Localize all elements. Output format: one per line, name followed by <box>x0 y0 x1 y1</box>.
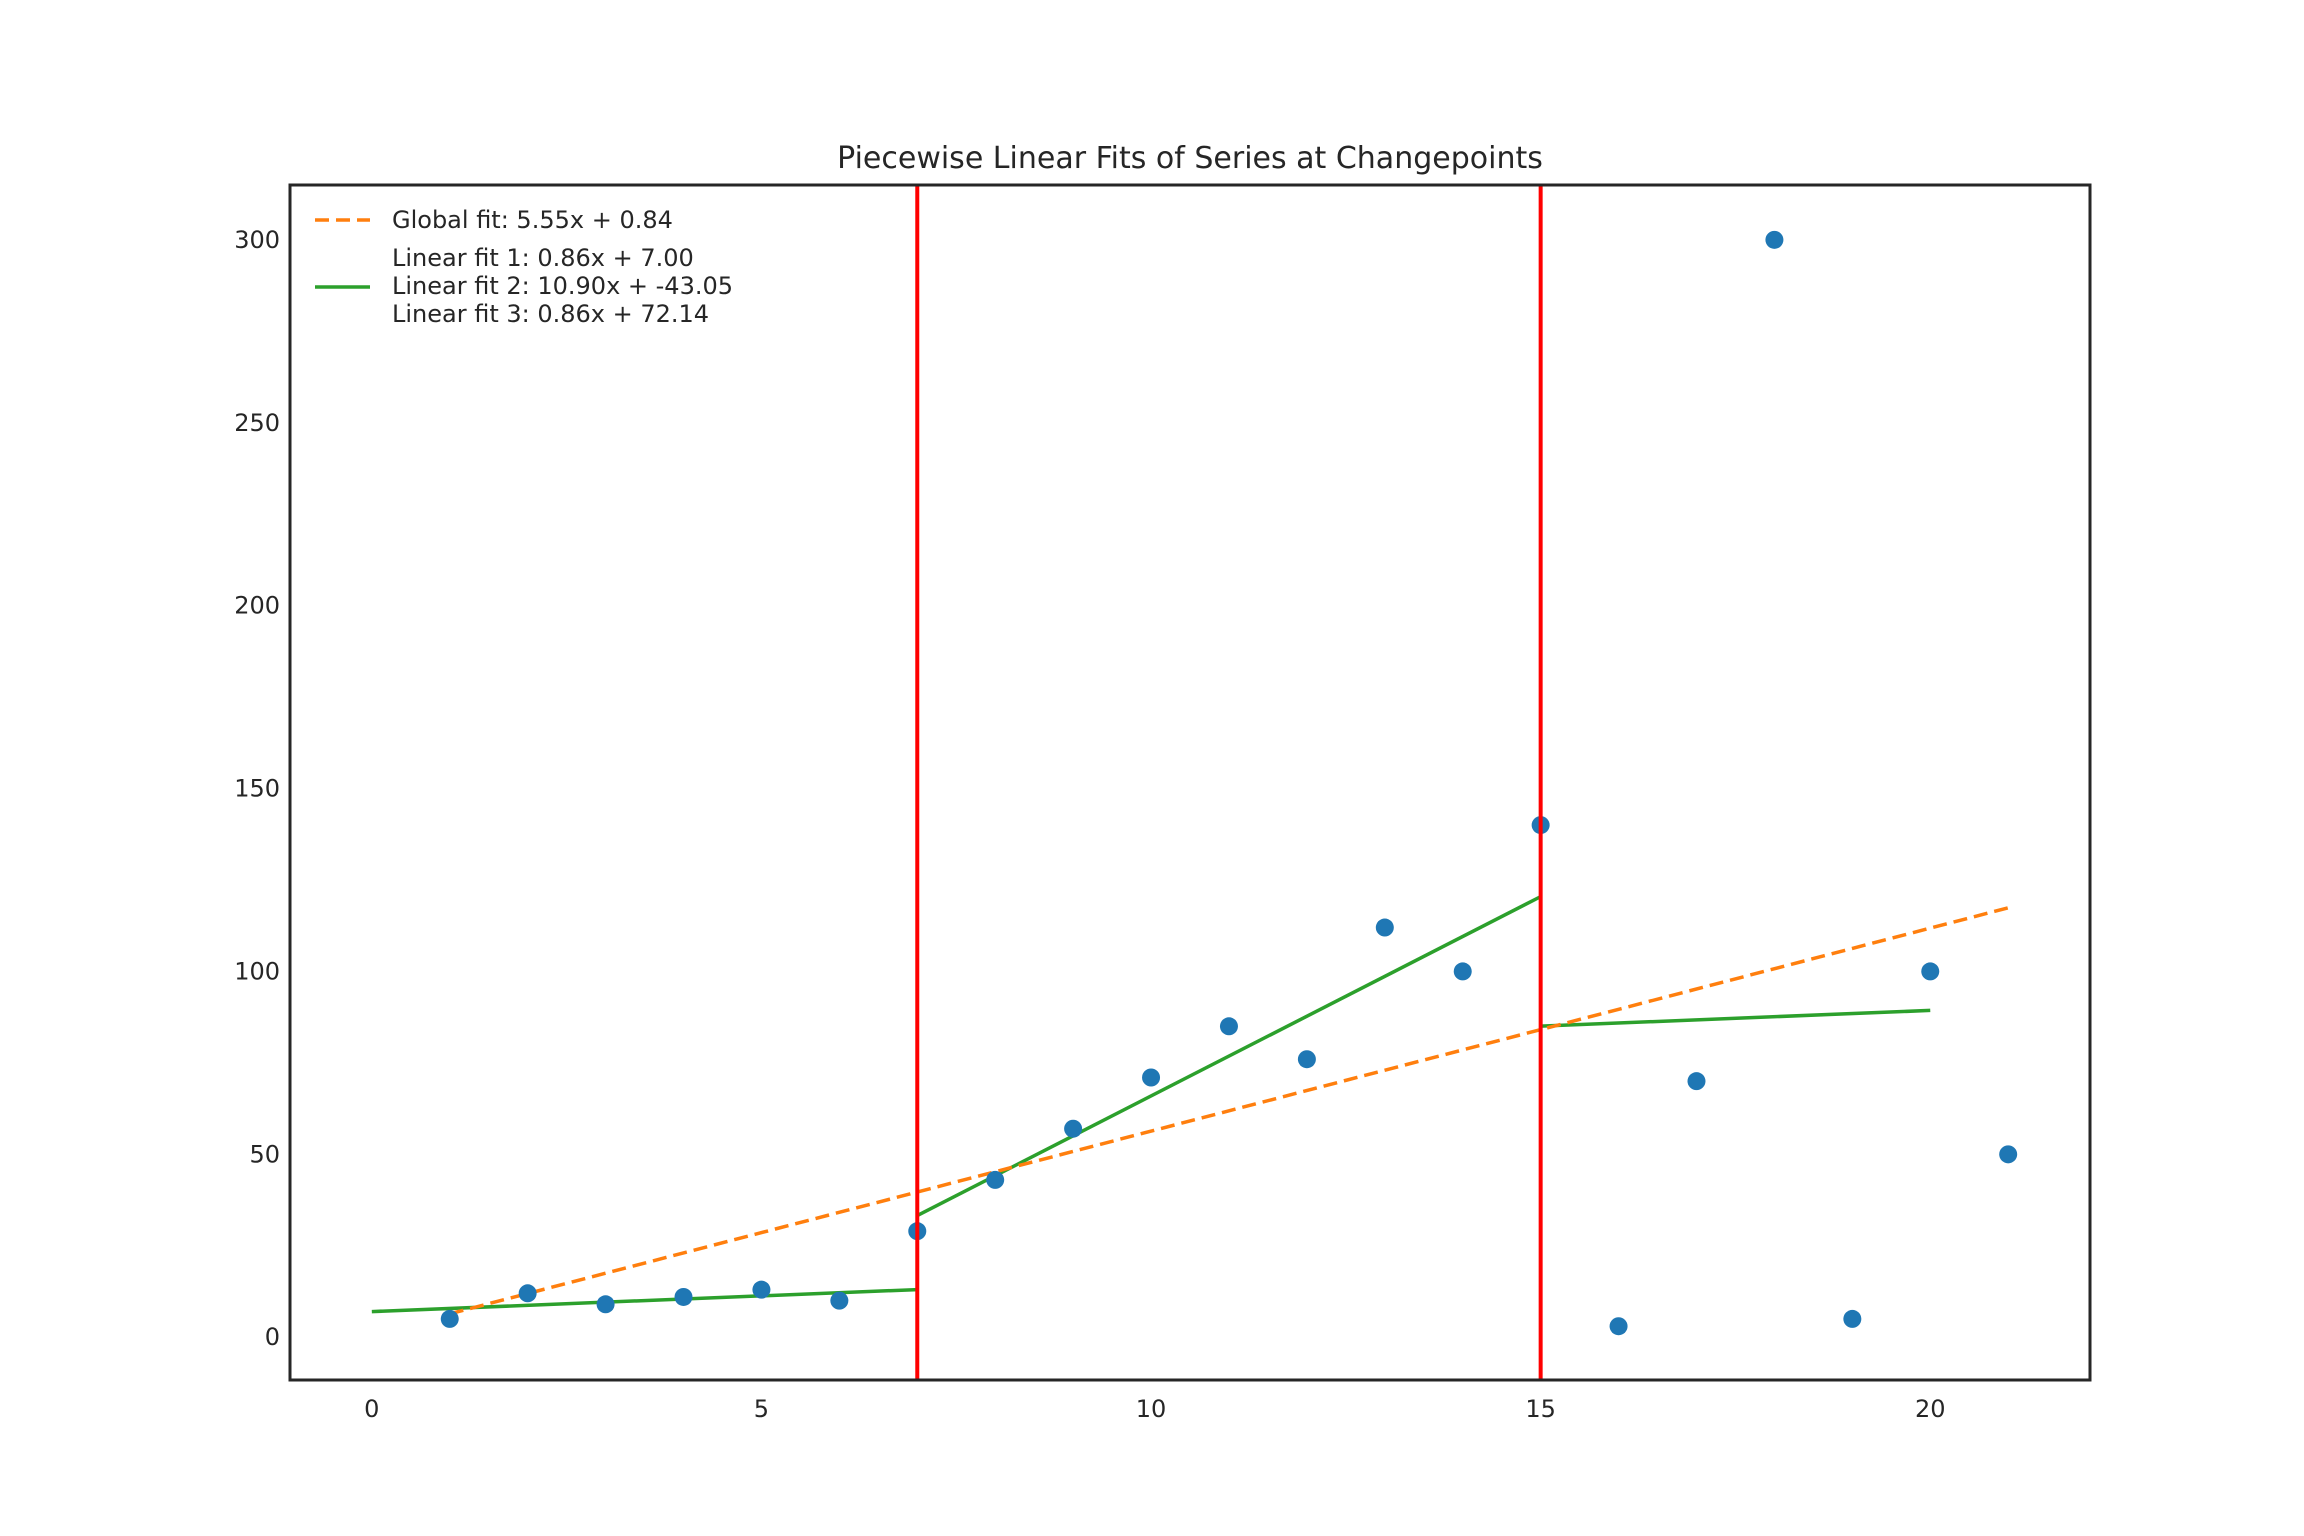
data-point <box>674 1287 693 1306</box>
data-point <box>1999 1145 2018 1164</box>
data-point <box>986 1170 1005 1189</box>
legend-label-segment-fit-2: Linear fit 2: 10.90x + -43.05 <box>392 272 733 300</box>
plot-marks <box>371 185 2018 1380</box>
segment-fit-line-1 <box>371 1287 918 1314</box>
chart-title: Piecewise Linear Fits of Series at Chang… <box>837 141 1543 176</box>
y-tick-label: 100 <box>234 957 280 985</box>
segment-fit-line-3 <box>1540 1008 1931 1028</box>
data-point <box>518 1284 537 1303</box>
data-point <box>1297 1050 1316 1069</box>
segment-fit-line-2 <box>916 895 1542 1218</box>
data-point <box>1765 230 1784 249</box>
y-tick-label: 300 <box>234 226 280 254</box>
plot-frame <box>288 183 2092 1382</box>
x-tick-label: 20 <box>1915 1395 1946 1423</box>
legend-label-segment-fit-1: Linear fit 1: 0.86x + 7.00 <box>392 244 694 272</box>
data-point <box>1142 1068 1161 1087</box>
data-point <box>1687 1072 1706 1091</box>
y-tick-label: 200 <box>234 592 280 620</box>
legend-label-segment-fit-3: Linear fit 3: 0.86x + 72.14 <box>392 300 709 328</box>
x-tick-label: 5 <box>754 1395 769 1423</box>
data-point <box>1375 918 1394 937</box>
data-point <box>1843 1309 1862 1328</box>
legend-label-global-fit: Global fit: 5.55x + 0.84 <box>392 206 673 234</box>
data-point <box>830 1291 849 1310</box>
x-tick-label: 0 <box>364 1395 379 1423</box>
data-point <box>752 1280 771 1299</box>
data-point <box>1219 1017 1238 1036</box>
y-tick-label: 50 <box>249 1140 280 1168</box>
data-point <box>440 1309 459 1328</box>
data-point <box>1921 962 1940 981</box>
y-tick-label: 0 <box>265 1323 280 1351</box>
global-fit-line <box>449 906 2009 1316</box>
y-tick-label: 250 <box>234 409 280 437</box>
data-point <box>1453 962 1472 981</box>
data-point <box>1064 1119 1083 1138</box>
x-tick-label: 15 <box>1525 1395 1556 1423</box>
data-point <box>1609 1317 1628 1336</box>
data-point <box>596 1295 615 1314</box>
legend: Global fit: 5.55x + 0.84 Linear fit 1: 0.… <box>315 206 733 328</box>
x-tick-label: 10 <box>1136 1395 1167 1423</box>
y-tick-label: 150 <box>234 775 280 803</box>
